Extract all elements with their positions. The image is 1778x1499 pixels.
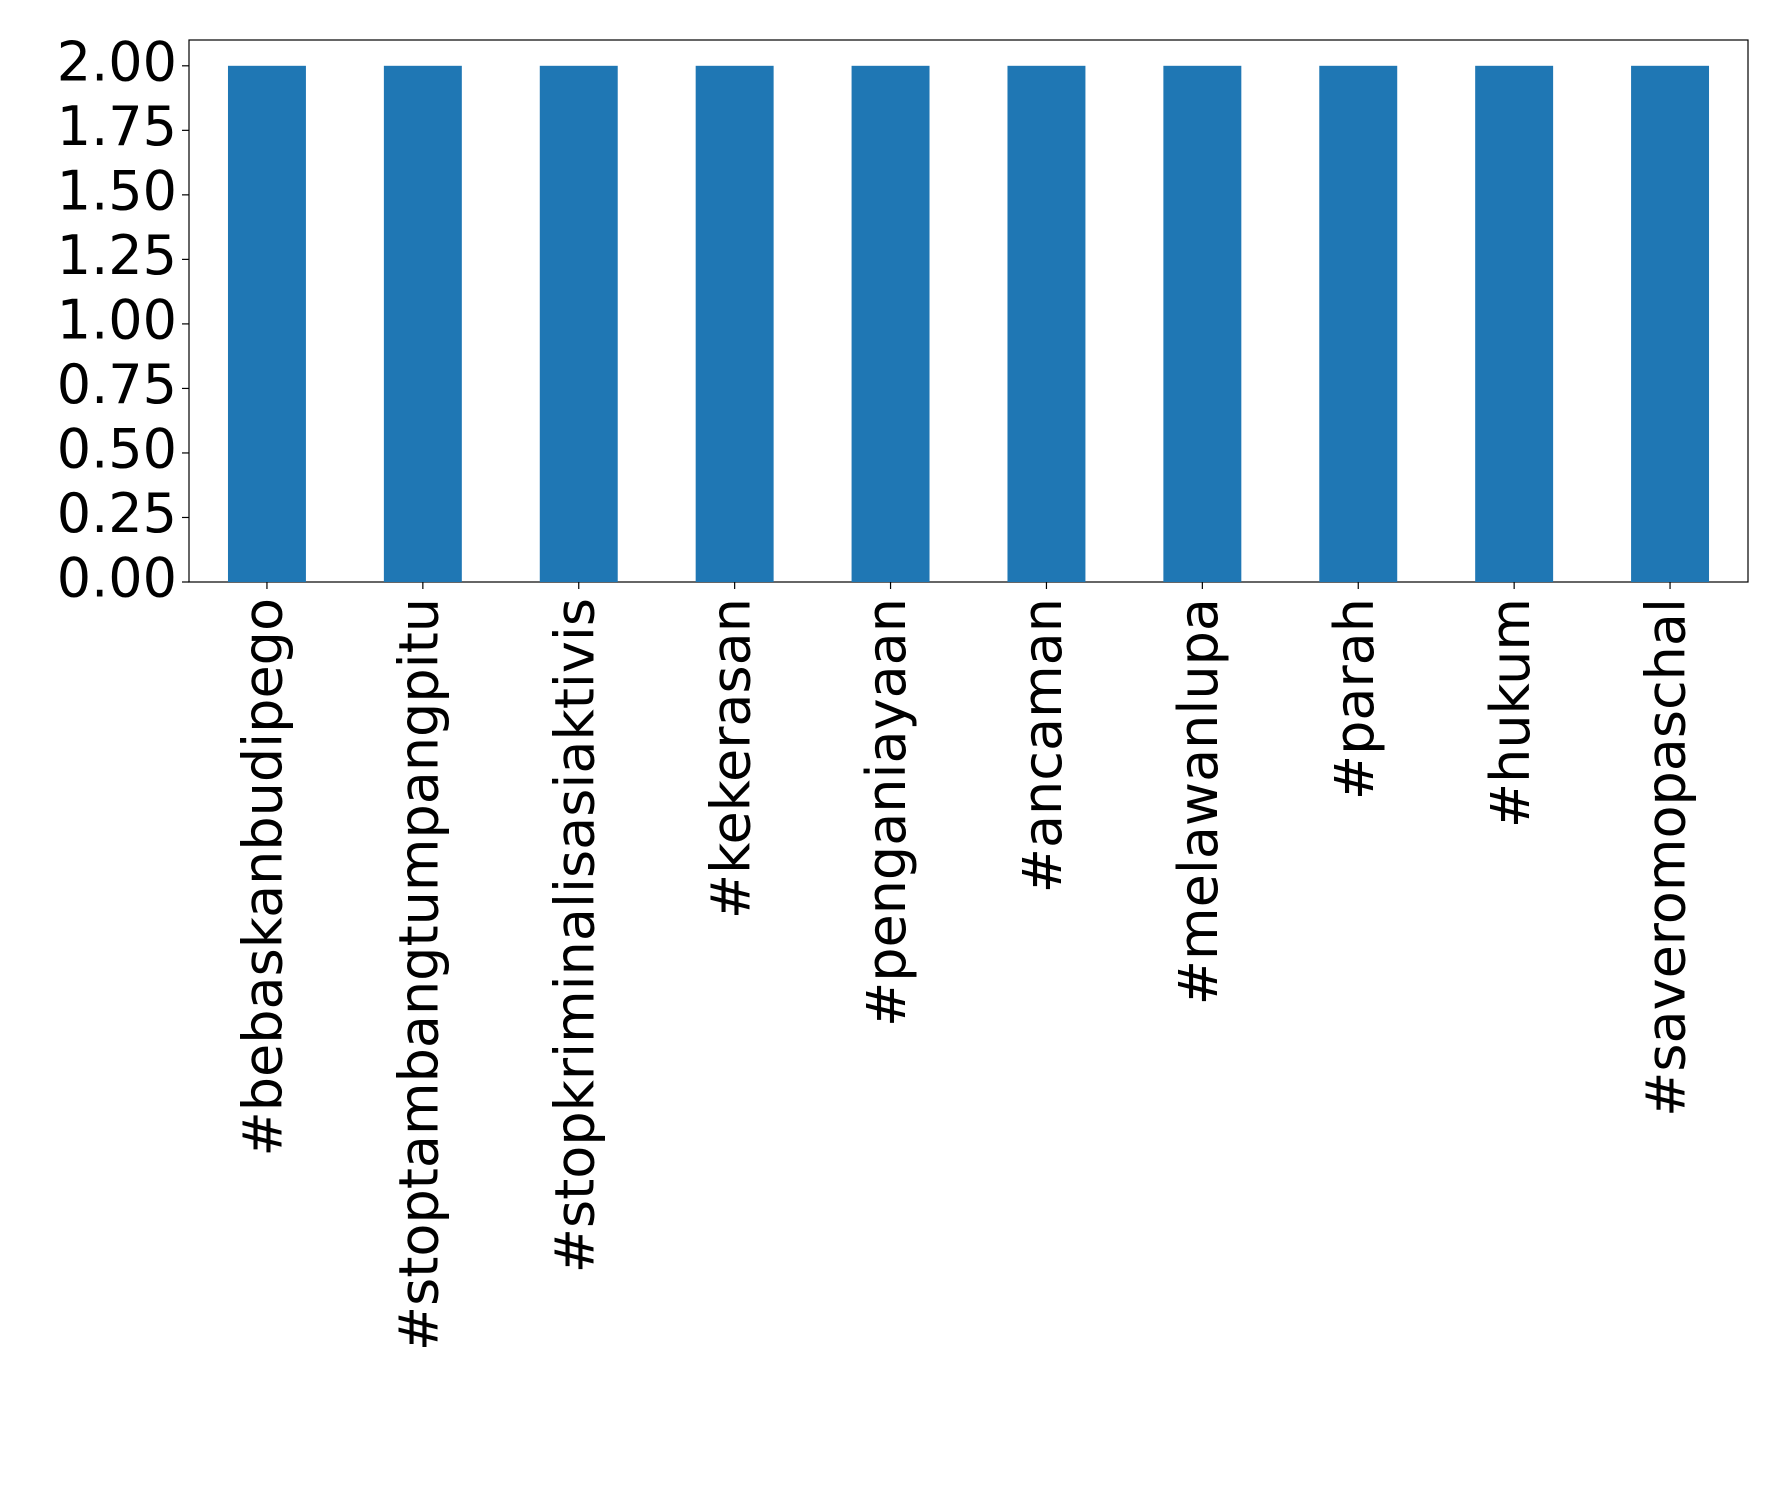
x-tick-label: #hukum — [1479, 598, 1542, 828]
bar — [1319, 65, 1398, 583]
x-tick-label: #penganiayaan — [855, 598, 918, 1027]
bar — [1163, 65, 1242, 583]
bar — [539, 65, 618, 583]
y-tick-label: 0.25 — [57, 482, 177, 545]
bar — [383, 65, 462, 583]
x-tick-label: #saveromopaschal — [1635, 598, 1698, 1117]
y-tick-label: 1.25 — [57, 224, 177, 287]
x-tick-label: #melawanlupa — [1167, 598, 1230, 1005]
x-tick-label: #kekerasan — [699, 598, 762, 919]
y-tick-label: 2.00 — [57, 30, 177, 93]
x-tick-label: #bebaskanbudipego — [232, 598, 295, 1156]
bar — [1007, 65, 1086, 583]
y-tick-label: 1.50 — [57, 159, 177, 222]
bar — [695, 65, 774, 583]
y-tick-label: 1.75 — [57, 95, 177, 158]
x-tick-label: #stopkriminalisasiaktivis — [543, 598, 606, 1273]
bar — [1631, 65, 1710, 583]
y-tick-label: 0.50 — [57, 418, 177, 481]
x-tick-label: #parah — [1323, 598, 1386, 800]
bar — [851, 65, 930, 583]
y-tick-label: 0.00 — [57, 547, 177, 610]
bar — [227, 65, 306, 583]
x-tick-label: #ancaman — [1011, 598, 1074, 893]
y-tick-label: 1.00 — [57, 289, 177, 352]
plot-frame — [188, 39, 1749, 583]
bar — [1475, 65, 1554, 583]
y-tick-label: 0.75 — [57, 353, 177, 416]
x-tick-label: #stoptambangtumpangpitu — [387, 598, 450, 1351]
